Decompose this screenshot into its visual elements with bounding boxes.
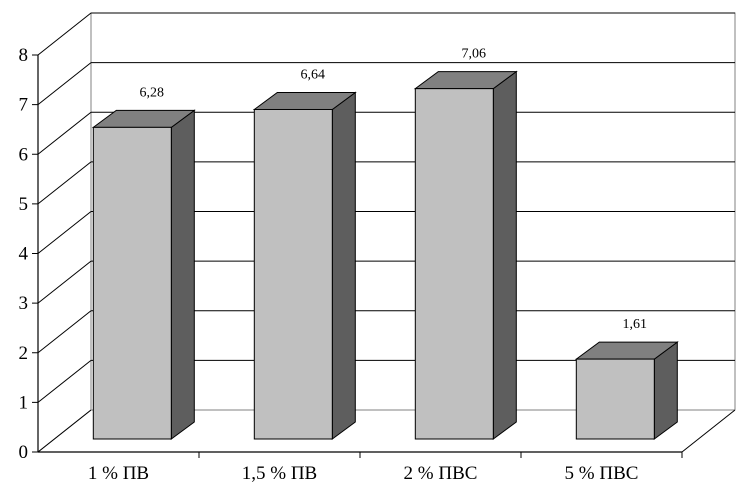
y-tick-label: 5 [19,194,29,215]
data-label: 1,61 [623,317,648,332]
bar-front [92,126,172,440]
gridline-diagonal [37,211,92,254]
y-tick-label: 2 [19,343,29,364]
data-label: 7,06 [462,47,487,62]
gridlines [37,12,735,453]
floor-right-edge [681,409,736,453]
y-tick-label: 4 [19,244,29,265]
bar-side [331,91,356,440]
bar [252,91,357,440]
y-tick-label: 7 [19,95,29,116]
bar-side [492,70,517,440]
gridline-diagonal [37,12,92,56]
data-label: 6,28 [140,85,165,100]
x-category-label: 2 % ПВС [404,463,478,484]
bar-front [253,108,333,440]
x-category-label: 1 % ПВ [88,463,149,484]
bar-side [170,109,195,440]
y-tick-label: 6 [19,144,29,165]
labels: 0 1 2 3 4 5 6 7 8 6,28 1 % ПВ 6,64 1,5 % ПВ 7,06 2 % П… [19,45,648,484]
gridline-diagonal [37,62,92,106]
data-label: 6,64 [301,67,326,82]
gridline-diagonal [37,359,92,403]
bar-front [575,358,655,440]
x-category-label: 1,5 % ПВ [242,463,317,484]
bars [91,70,679,440]
gridline-diagonal [37,260,92,304]
gridline-diagonal [37,111,92,155]
y-tick-label: 3 [19,293,29,314]
y-tick-label: 1 [19,392,29,413]
y-tick-label: 8 [19,45,29,66]
bar [91,109,196,440]
x-category-label: 5 % ПВС [565,463,639,484]
gridline-diagonal [37,310,92,354]
bar-front [414,88,494,440]
gridline-diagonal [37,161,92,205]
axes [32,54,683,458]
bar [574,341,679,440]
bar [413,70,518,440]
gridline-diagonal [37,409,92,453]
y-tick-label: 0 [19,442,29,463]
